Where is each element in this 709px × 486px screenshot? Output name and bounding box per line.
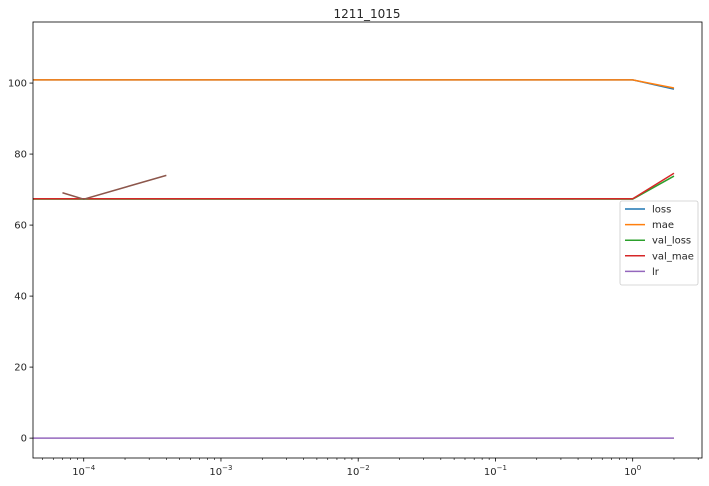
legend-label: mae — [652, 220, 674, 231]
series-line-unnamed-5 — [62, 174, 167, 200]
legend-label: lr — [652, 267, 660, 278]
series-line-val_loss — [33, 175, 675, 200]
x-tick-label: 100 — [624, 464, 641, 478]
y-axis-ticks: 0 20 40 60 80 100 — [8, 79, 33, 445]
legend-label: val_loss — [652, 236, 691, 247]
series-line-mae — [33, 79, 675, 89]
x-tick-label: 10−1 — [484, 464, 507, 478]
y-tick-label: 0 — [21, 434, 27, 445]
y-tick-label: 80 — [14, 150, 27, 161]
legend-label: loss — [652, 205, 671, 216]
legend-label: val_mae — [652, 251, 694, 262]
series-line-loss — [33, 79, 675, 90]
series-line-val_mae — [33, 172, 675, 200]
y-tick-label: 60 — [14, 221, 27, 232]
series-lines — [33, 79, 675, 439]
x-tick-label: 10−3 — [209, 464, 232, 478]
x-tick-label: 10−2 — [347, 464, 370, 478]
x-tick-label: 10−4 — [72, 464, 96, 478]
chart-title: 1211_1015 — [333, 7, 400, 21]
x-axis-ticks: 10−4 10−3 10−2 10−1 100 — [42, 458, 699, 478]
plot-frame — [32, 21, 703, 459]
y-tick-label: 40 — [14, 292, 27, 303]
legend-box — [619, 200, 699, 286]
y-tick-label: 100 — [8, 79, 27, 90]
y-tick-label: 20 — [14, 363, 27, 374]
